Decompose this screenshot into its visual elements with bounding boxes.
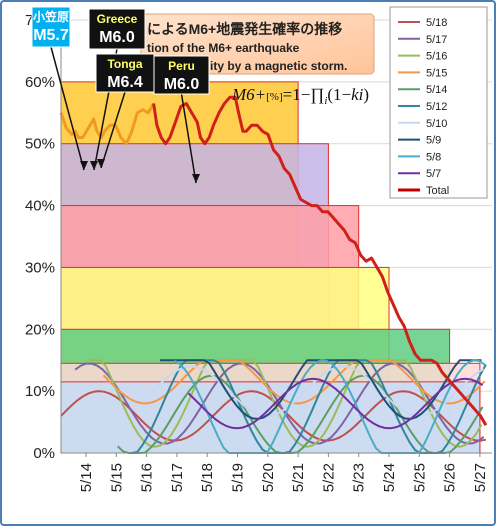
legend-label: 5/16 <box>426 51 447 63</box>
event-callout: Greece M6.0 <box>88 8 146 171</box>
legend-label: 5/17 <box>426 34 447 46</box>
event-arrowhead <box>90 161 98 170</box>
x-tick-label: 5/18 <box>199 463 216 492</box>
event-pointer <box>180 93 197 184</box>
formula-main: M6+ <box>231 85 266 104</box>
y-tick-label: 0% <box>33 445 55 462</box>
formula-end: ) <box>363 85 369 104</box>
axes: 0%10%20%30%40%50%60%70%5/145/155/165/175… <box>25 12 492 492</box>
event-place: 小笠原 <box>33 9 69 24</box>
svg-text:M6+[%]=1−∏i(1−ki): M6+[%]=1−∏i(1−ki) <box>231 85 369 107</box>
x-tick-label: 5/27 <box>472 463 489 492</box>
y-tick-label: 60% <box>25 74 55 91</box>
total-series-line <box>152 95 488 426</box>
event-pointer <box>50 46 85 171</box>
event-place: Greece <box>97 12 138 26</box>
formula-sub-i: i <box>324 95 327 107</box>
x-tick-label: 5/25 <box>411 463 428 492</box>
daily-series-line <box>145 365 485 417</box>
probability-formula: M6+[%]=1−∏i(1−ki) <box>231 85 369 107</box>
event-magnitude: M5.7 <box>33 27 69 44</box>
daily-series-line <box>89 359 483 448</box>
event-box <box>88 8 146 50</box>
total-series-line <box>59 102 155 146</box>
x-tick-label: 5/17 <box>169 463 186 492</box>
y-tick-label: 50% <box>25 136 55 153</box>
legend: 5/18 5/17 5/16 5/15 5/14 5/12 5/10 5/9 5/8 5/7 Tot… <box>398 17 449 197</box>
daily-series-lines <box>60 359 487 454</box>
legend-label: 5/8 <box>426 151 441 163</box>
x-tick-label: 5/23 <box>351 463 368 492</box>
event-box <box>31 6 71 48</box>
x-tick-label: 5/22 <box>320 463 337 492</box>
legend-label: 5/7 <box>426 168 441 180</box>
formula-tail: (1− <box>327 85 351 104</box>
formula-ki: ki <box>351 85 364 104</box>
formula-unit: [%] <box>266 91 283 103</box>
event-pointer <box>100 91 126 169</box>
legend-label: 5/14 <box>426 84 447 96</box>
y-tick-label: 30% <box>25 259 55 276</box>
x-tick-label: 5/16 <box>139 463 156 492</box>
daily-series-line <box>187 377 484 430</box>
x-tick-label: 5/24 <box>381 463 398 492</box>
chart-title-line2: tion of the M6+ earthquake <box>147 41 300 55</box>
daily-series-line <box>117 374 484 454</box>
event-box <box>153 55 210 95</box>
total-series <box>59 95 488 426</box>
event-callout: 小笠原 M5.7 <box>31 6 88 171</box>
event-arrowhead <box>80 161 88 170</box>
y-tick-label: 40% <box>25 198 55 215</box>
legend-label: 5/15 <box>426 67 447 79</box>
event-magnitude: M6.0 <box>99 29 135 46</box>
event-place: Peru <box>168 59 195 73</box>
x-tick-label: 5/20 <box>260 463 277 492</box>
x-tick-label: 5/15 <box>108 463 125 492</box>
daily-series-line <box>173 359 486 454</box>
x-tick-label: 5/19 <box>230 463 247 492</box>
probability-level-bands <box>60 81 481 454</box>
x-tick-label: 5/14 <box>78 463 95 492</box>
legend-label: 5/12 <box>426 101 447 113</box>
formula-product: =1−∏ <box>283 85 325 104</box>
legend-label: 5/10 <box>426 118 447 130</box>
x-tick-label: 5/26 <box>442 463 459 492</box>
y-tick-label: 10% <box>25 383 55 400</box>
chart-title-line3: bility by a magnetic storm. <box>196 59 347 73</box>
legend-label: Total <box>426 185 449 197</box>
event-place: Tonga <box>107 57 142 71</box>
event-arrowhead <box>97 159 105 168</box>
event-arrowhead <box>192 174 200 183</box>
event-callouts: 小笠原 M5.7 Greece M6.0 Tonga M6.4 Peru M6.0 <box>31 6 210 184</box>
legend-label: 5/18 <box>426 17 447 29</box>
legend-label: 5/9 <box>426 135 441 147</box>
x-tick-label: 5/21 <box>290 463 307 492</box>
event-callout: Peru M6.0 <box>153 55 210 184</box>
chart-title: によるM6+地震発生確率の推移 <box>147 21 342 37</box>
event-magnitude: M6.4 <box>107 74 143 91</box>
y-tick-label: 20% <box>25 321 55 338</box>
event-magnitude: M6.0 <box>164 76 200 93</box>
